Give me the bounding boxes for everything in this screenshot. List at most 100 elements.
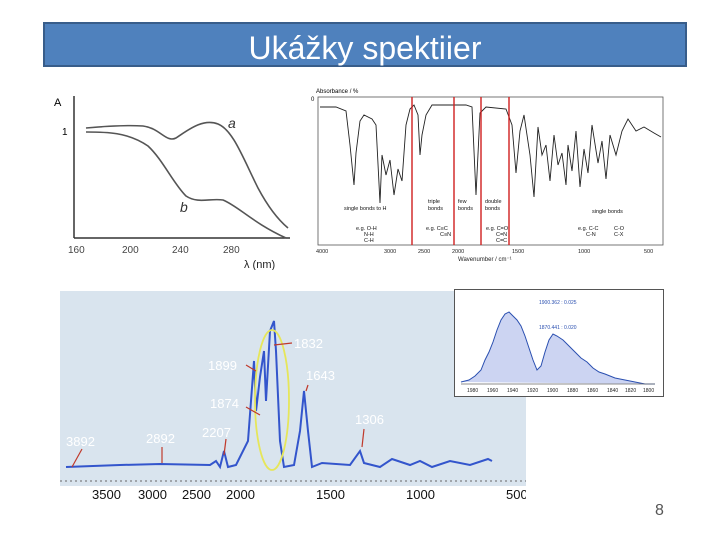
co-peak-label: 3892 [66,434,95,449]
ir-region-example: e.g. C-C [578,226,599,232]
co-x-tick: 500 [506,487,526,502]
inset-x-tick: 1960 [487,388,498,394]
uv-x-tick: 160 [68,245,85,256]
co-x-tick: 1500 [316,487,345,502]
inset-x-tick: 1980 [467,388,478,394]
ir-region-markers [411,97,510,245]
co-peak-label: 2892 [146,431,175,446]
uv-y-axis-label: A [54,97,62,109]
ir-region-label: single bonds to H [344,206,387,212]
co-peak-label: 1643 [306,368,335,383]
inset-annotation: 1870.441 : 0.020 [539,325,577,331]
ir-x-tick: 3000 [384,249,396,255]
ir-x-tick: 500 [644,249,653,255]
co-arrow [305,384,309,392]
ir-x-axis-label: Wavenumber / cm⁻¹ [458,257,512,263]
uv-x-tick: 280 [223,245,240,256]
co-peak-label: 1832 [294,336,323,351]
co-x-tick: 3000 [138,487,167,502]
co-peak-label: 1306 [355,412,384,427]
ir-spectrum: Absorbance / % 0 single bonds to H e.g. … [311,89,664,263]
inset-spectrum: 1900.362 : 0.025 1870.441 : 0.020 1980 1… [460,300,655,394]
uv-plot-panel: A 1 160 200 240 280 a b λ (nm) [48,88,298,270]
uv-y-tick: 1 [62,127,68,138]
ir-region-example: N-H [364,232,374,238]
ir-region-example: C-H [364,238,374,244]
co-peak-arrows [71,342,365,468]
ir-region-label: bonds [458,206,473,212]
co-peak-label: 1874 [210,396,239,411]
inset-x-tick: 1880 [567,388,578,394]
ir-region-example: e.g. O-H [356,226,377,232]
inset-x-tick: 1920 [527,388,538,394]
inset-spectrum-envelope [460,311,655,385]
ir-region-label: double [485,199,502,205]
co-peak-label: 1899 [208,358,237,373]
ir-region-labels: single bonds to H e.g. O-H N-H C-H tripl… [344,199,625,244]
ir-region-example: e.g. C=O [486,226,509,232]
ir-region-label: single bonds [592,209,623,215]
uv-x-axis-label: λ (nm) [244,259,275,270]
inset-x-tick: 1820 [625,388,636,394]
inset-x-tick: 1860 [587,388,598,394]
co-x-tick: 2000 [226,487,255,502]
page-number: 8 [655,502,664,519]
ir-region-example: e.g. C≡C [426,226,448,232]
co-arrow [223,438,227,456]
uv-curve-b-label: b [180,199,188,215]
ir-plot-frame [317,96,664,246]
co-plot-background [60,291,526,486]
inset-spectrum-panel: 1900.362 : 0.025 1870.441 : 0.020 1980 1… [454,289,664,397]
inset-x-tick: 1940 [507,388,518,394]
ir-x-tick: 4000 [316,249,328,255]
co-x-tick-labels: 3500 3000 2500 2000 1500 1000 500 [92,487,526,502]
title-bar: Ukážky spektiier [43,22,687,67]
inset-x-tick-labels: 1980 1960 1940 1920 1900 1880 1860 1840 … [467,388,654,394]
ir-region-label: bonds [485,206,500,212]
ir-region-label: few [458,199,467,205]
inset-x-tick: 1840 [607,388,618,394]
slide-title: Ukážky spektiier [248,30,482,66]
ir-region-label: bonds [428,206,443,212]
inset-x-tick: 1800 [643,388,654,394]
ir-region-example: C=C [496,238,507,244]
uv-curve-a [85,121,289,229]
co-peak-labels: 3892 2892 2207 1899 1874 1832 1643 1306 [66,336,384,449]
uv-x-tick: 200 [122,245,139,256]
uv-x-tick-labels: 160 200 240 280 [68,245,240,256]
co-x-tick: 2500 [182,487,211,502]
ir-x-tick-labels: 4000 3000 2500 2000 1500 1000 500 [316,249,653,255]
ir-region-example: C-X [614,232,624,238]
co-arrow [71,448,83,468]
ir-y-axis-label: Absorbance / % [316,89,359,95]
co-peak-label: 2207 [202,425,231,440]
co-arrow [245,406,261,416]
ir-spectrum-panel: Absorbance / % 0 single bonds to H e.g. … [306,85,668,268]
ir-region-example: C-N [586,232,596,238]
ir-y-top-tick: 0 [311,97,315,103]
co-arrow [245,364,257,372]
ir-x-tick: 1500 [512,249,524,255]
ir-x-tick: 2500 [418,249,430,255]
ir-region-label: triple [428,199,440,205]
uv-curve-b [85,131,287,239]
inset-annotation: 1900.362 : 0.025 [539,300,577,306]
co-spectrum: 3892 2892 2207 1899 1874 1832 1643 1306 … [60,291,526,504]
co-x-tick: 1000 [406,487,435,502]
ir-region-example: C≡N [440,232,451,238]
co-spectrum-panel: 3892 2892 2207 1899 1874 1832 1643 1306 … [60,291,526,504]
co-x-tick: 3500 [92,487,121,502]
co-highlight-ellipse [254,329,290,471]
uv-curve-a-label: a [228,115,236,131]
ir-region-example: C=N [496,232,507,238]
ir-x-tick: 1000 [578,249,590,255]
ir-x-tick: 2000 [452,249,464,255]
co-arrow [361,428,365,448]
uv-x-tick: 240 [172,245,189,256]
ir-spectrum-line [320,104,662,204]
ir-region-example: C-O [614,226,625,232]
co-axis-strip [60,486,526,504]
uv-plot: A 1 160 200 240 280 a b λ (nm) [54,96,290,270]
co-arrow [273,342,293,346]
inset-x-tick: 1900 [547,388,558,394]
